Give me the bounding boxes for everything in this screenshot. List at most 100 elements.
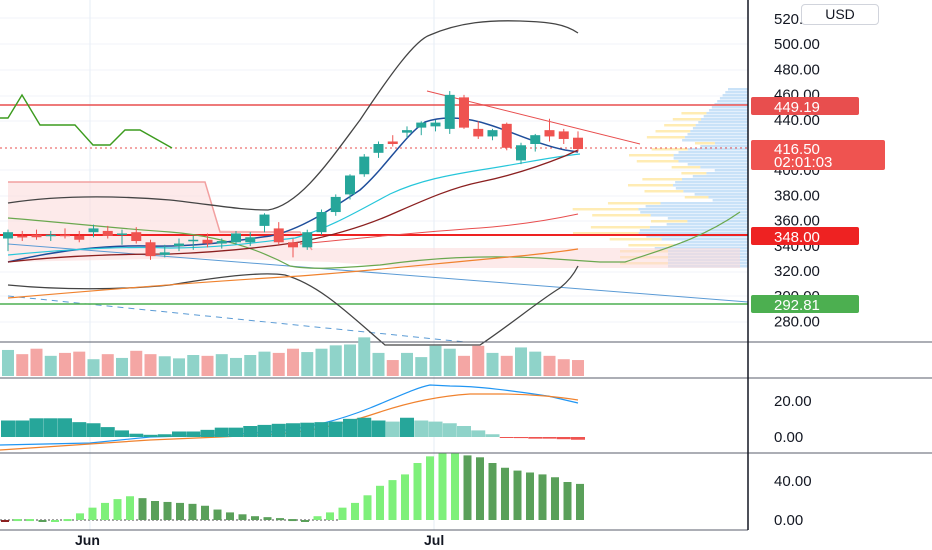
strength-bar	[326, 512, 334, 520]
volume-bar	[73, 351, 86, 376]
resistance-tag: 449.19	[751, 97, 859, 116]
volume-bar	[486, 352, 499, 376]
volume-profile	[572, 88, 748, 268]
last-price-value: 416.50	[774, 141, 820, 158]
macd-bar	[186, 431, 201, 437]
strength-bar	[313, 516, 322, 520]
strength-bar	[538, 474, 547, 520]
macd-bar	[129, 433, 144, 437]
currency-button[interactable]: USD	[801, 4, 879, 25]
volume-profile-bar	[572, 208, 639, 211]
volume-bar	[244, 355, 257, 376]
candle	[473, 121, 484, 139]
macd-bar	[428, 421, 443, 437]
candle	[17, 230, 28, 242]
strength-bar	[563, 482, 572, 520]
volume-bar	[572, 360, 584, 376]
volume-profile-bar	[690, 130, 748, 133]
strength-bar	[451, 453, 459, 520]
blue-trend-line	[7, 243, 749, 303]
strength-bar	[463, 455, 472, 520]
macd-bar	[542, 437, 557, 439]
candle	[516, 142, 526, 165]
strength-bar	[13, 519, 22, 522]
macd-bar	[1, 420, 15, 437]
candle	[402, 126, 412, 138]
macd-bar	[357, 417, 372, 437]
strength-bar	[376, 485, 384, 520]
volume-bar	[358, 337, 371, 376]
volume-profile-bar	[711, 106, 748, 109]
candle	[31, 229, 42, 240]
volume-profile-bar	[628, 244, 674, 247]
volume-profile-bar	[673, 184, 748, 187]
strength-bar	[413, 463, 422, 520]
ma-olive	[7, 211, 741, 269]
volume-profile-bar	[714, 169, 748, 172]
macd-bar	[314, 422, 329, 437]
candle	[302, 229, 313, 250]
volume-profile-bar	[650, 220, 688, 223]
volume-bar	[557, 359, 570, 376]
volume-profile-bar	[607, 202, 661, 205]
macd-bar	[58, 418, 72, 437]
strength-histogram	[1, 453, 584, 522]
macd-tick-20: 20.00	[774, 393, 812, 410]
candle	[117, 229, 127, 245]
macd-bar	[414, 420, 429, 437]
volume-profile-bar	[683, 190, 748, 193]
macd-bar	[457, 426, 471, 437]
macd-bar	[528, 437, 543, 439]
macd-bar	[286, 423, 300, 437]
strength-bar	[351, 502, 359, 520]
macd-bar	[400, 417, 414, 437]
volume-profile-bar	[639, 229, 748, 232]
macd-bar	[271, 423, 286, 437]
macd-bar	[385, 421, 400, 437]
strength-bar	[251, 516, 259, 520]
candle	[359, 154, 370, 177]
strength-bar	[113, 499, 122, 520]
volume-profile-bar	[629, 154, 674, 157]
strength-bar	[63, 519, 72, 522]
volume-bar	[543, 355, 556, 376]
volume-profile-bar	[671, 166, 701, 169]
volume-profile-bar	[714, 142, 748, 145]
volume-profile-bar	[687, 163, 748, 166]
volume-bar	[301, 352, 314, 376]
volume-bar	[329, 345, 342, 376]
volume-profile-bar	[712, 199, 748, 202]
volume-bar	[144, 354, 157, 376]
volume-profile-bar	[642, 178, 682, 181]
candle	[373, 141, 384, 158]
candle	[88, 224, 99, 238]
macd-bar	[571, 437, 585, 440]
volume-profile-bar	[687, 133, 748, 136]
price-tick: 360.00	[774, 213, 820, 230]
macd-bar	[200, 429, 215, 437]
ema-green	[0, 93, 173, 149]
support-red-value: 348.00	[774, 229, 820, 246]
macd-bar	[157, 434, 172, 437]
volume-profile-bar	[673, 154, 748, 157]
volume-profile-bar	[692, 127, 748, 130]
strength-bar	[363, 495, 372, 520]
candles	[3, 91, 583, 260]
macd-bar	[471, 430, 486, 437]
volume-bar	[130, 350, 143, 376]
volume-profile-bar	[640, 211, 748, 214]
volume-profile-bar	[681, 172, 707, 175]
volume-profile-bar	[638, 208, 748, 211]
candle	[174, 238, 184, 252]
candle	[345, 174, 355, 200]
volume-profile-bar	[700, 166, 748, 169]
price-tick: 440.00	[774, 112, 820, 129]
macd-bar	[43, 418, 58, 437]
support-green-tag: 292.81	[751, 295, 859, 314]
macd-bar	[371, 420, 386, 437]
volume-bar	[344, 344, 356, 376]
candle	[558, 128, 569, 144]
strength-bar	[501, 467, 509, 520]
strength-bar	[76, 513, 84, 520]
